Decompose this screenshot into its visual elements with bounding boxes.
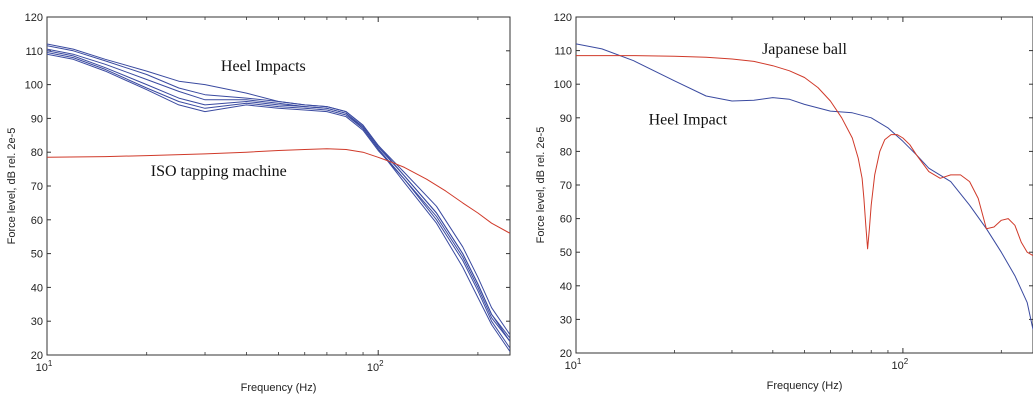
x-tick-label: 101 bbox=[36, 359, 53, 374]
x-axis-label: Frequency (Hz) bbox=[241, 382, 317, 394]
plot-frame bbox=[575, 16, 1033, 354]
x-tick-label: 102 bbox=[367, 359, 384, 374]
series-line bbox=[47, 50, 510, 339]
y-tick-label: 110 bbox=[25, 46, 43, 58]
x-axis-label: Frequency (Hz) bbox=[767, 380, 843, 392]
series-line bbox=[47, 148, 510, 234]
x-tick-label: 101 bbox=[565, 357, 582, 372]
chart-right: 20 30 40 50 60 70 80 90 100 110 120 101 102 Frequency… bbox=[535, 12, 1033, 392]
y-tick-label: 70 bbox=[560, 180, 572, 192]
y-tick-label: 120 bbox=[25, 12, 43, 24]
annotation-label: Heel Impacts bbox=[221, 58, 306, 75]
y-tick-label: 70 bbox=[31, 181, 43, 193]
y-tick-label: 40 bbox=[31, 282, 43, 294]
y-tick-label: 90 bbox=[560, 113, 572, 125]
y-tick-label: 90 bbox=[31, 113, 43, 125]
y-tick-label: 50 bbox=[560, 247, 572, 259]
series-line bbox=[47, 45, 510, 335]
series-group bbox=[47, 43, 510, 352]
series-line bbox=[47, 43, 510, 342]
series-line bbox=[47, 53, 510, 342]
y-tick-label: 100 bbox=[25, 80, 43, 92]
y-axis-label: Force level, dB rel. 2e-5 bbox=[6, 128, 18, 245]
chart-left: 20 30 40 50 60 70 80 90 100 110 120 101 102 Frequency… bbox=[6, 12, 511, 394]
y-tick-label: 20 bbox=[560, 348, 572, 360]
y-tick-label: 100 bbox=[554, 79, 572, 91]
y-tick-label: 20 bbox=[31, 350, 43, 362]
series-line bbox=[47, 52, 510, 352]
annotation-label: ISO tapping machine bbox=[151, 163, 287, 180]
annotation-label: Japanese ball bbox=[762, 41, 847, 58]
y-tick-label: 50 bbox=[31, 249, 43, 261]
y-tick-label: 60 bbox=[560, 214, 572, 226]
series-group bbox=[576, 43, 1033, 330]
y-tick-label: 60 bbox=[31, 215, 43, 227]
y-tick-label: 30 bbox=[560, 314, 572, 326]
series-line bbox=[47, 48, 510, 349]
y-tick-label: 30 bbox=[31, 316, 43, 328]
annotation-label: Heel Impact bbox=[649, 112, 728, 129]
y-tick-label: 80 bbox=[31, 147, 43, 159]
y-tick-label: 80 bbox=[560, 146, 572, 158]
y-tick-label: 120 bbox=[554, 12, 572, 24]
series-line bbox=[576, 55, 1033, 257]
y-axis-label: Force level, dB rel. 2e-5 bbox=[535, 127, 547, 244]
y-tick-label: 110 bbox=[554, 46, 572, 58]
x-tick-label: 102 bbox=[892, 357, 909, 372]
y-tick-label: 40 bbox=[560, 281, 572, 293]
series-line bbox=[576, 43, 1033, 330]
